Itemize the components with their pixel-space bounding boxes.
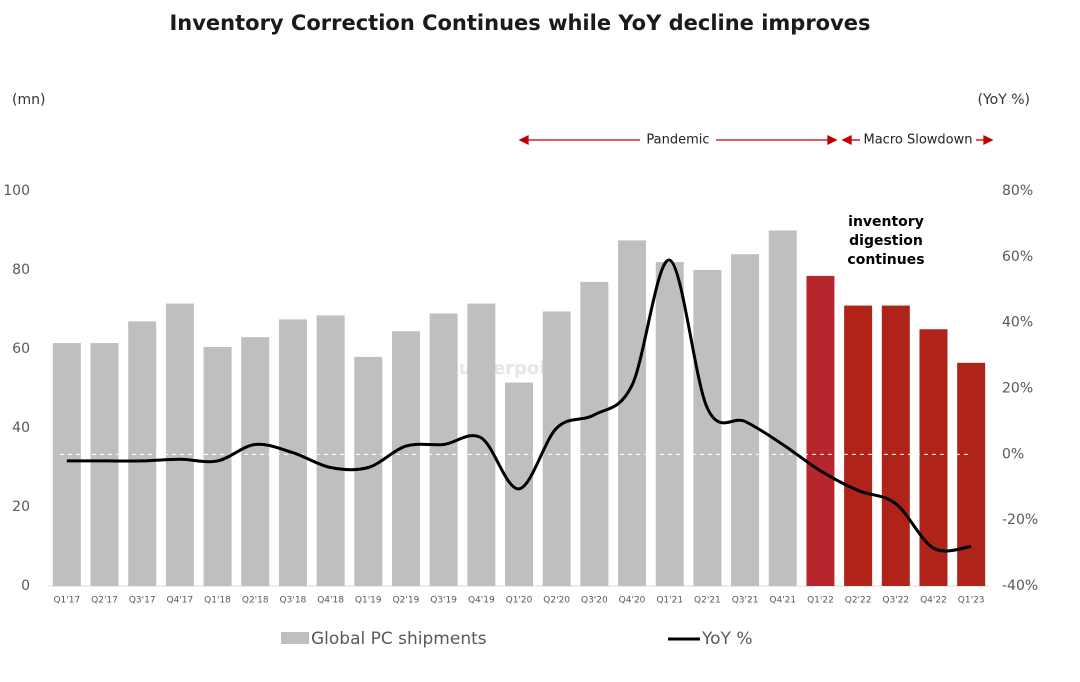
x-tick-label: Q1'23 [958, 596, 985, 606]
y2-tick-label: 60% [1002, 249, 1033, 265]
x-tick-label: Q1'21 [656, 596, 683, 606]
arrow-head [518, 134, 529, 146]
y-axis-unit: (mn) [12, 92, 45, 108]
watermark: Counterpoint [433, 358, 567, 379]
y2-tick-label: -40% [1002, 578, 1038, 594]
y2-axis-unit: (YoY %) [978, 92, 1031, 108]
bar [90, 343, 119, 586]
bar [768, 230, 797, 586]
bar [128, 321, 157, 586]
bar [693, 270, 722, 586]
period-arrows [518, 134, 994, 146]
bar [203, 347, 232, 586]
y-tick-label: 0 [21, 578, 30, 594]
x-tick-label: Q4'18 [317, 596, 344, 606]
x-tick-label: Q1'20 [506, 596, 533, 606]
arrow-head [827, 134, 838, 146]
x-tick-label: Q3'21 [732, 596, 759, 606]
bar [919, 329, 948, 586]
legend-swatch [281, 632, 309, 644]
legend-label: Global PC shipments [311, 629, 487, 649]
annotation: inventory [848, 214, 924, 230]
y-tick-label: 60 [12, 341, 30, 357]
y2-tick-label: 40% [1002, 315, 1033, 331]
x-tick-label: Q1'19 [355, 596, 382, 606]
x-tick-label: Q4'19 [468, 596, 495, 606]
x-tick-label: Q1'18 [204, 596, 231, 606]
x-tick-label: Q3'22 [882, 596, 909, 606]
x-tick-label: Q4'20 [619, 596, 646, 606]
x-tick-label: Q2'22 [845, 596, 872, 606]
x-tick-label: Q3'20 [581, 596, 608, 606]
bar [881, 305, 910, 586]
x-tick-label: Q3'19 [430, 596, 457, 606]
x-tick-label: Q2'21 [694, 596, 721, 606]
period-label: Macro Slowdown [863, 133, 972, 148]
y2-tick-label: 20% [1002, 381, 1033, 397]
x-tick-label: Q2'19 [393, 596, 420, 606]
x-tick-label: Q4'21 [769, 596, 796, 606]
annotation: continues [847, 252, 924, 268]
arrow-head [841, 134, 852, 146]
x-tick-label: Q1'17 [53, 596, 80, 606]
x-tick-label: Q3'17 [129, 596, 156, 606]
bar [806, 275, 835, 586]
bar [655, 262, 684, 586]
x-tick-label: Q1'22 [807, 596, 834, 606]
bar [241, 337, 270, 586]
line [66, 258, 972, 553]
y-tick-label: 20 [12, 499, 30, 515]
y2-tick-label: -20% [1002, 512, 1038, 528]
bar [957, 362, 986, 586]
y2-tick-label: 0% [1002, 446, 1024, 462]
x-tick-label: Q3'18 [280, 596, 307, 606]
bar [165, 303, 194, 586]
x-tick-label: Q2'18 [242, 596, 269, 606]
x-tick-label: Q4'17 [167, 596, 194, 606]
bar [429, 313, 458, 586]
chart-title: Inventory Correction Continues while YoY… [169, 11, 870, 35]
x-tick-label: Q2'17 [91, 596, 118, 606]
x-tick-label: Q2'20 [543, 596, 570, 606]
bar [844, 305, 873, 586]
y-tick-label: 80 [12, 262, 30, 278]
legend-label: YoY % [701, 629, 752, 649]
y2-tick-label: 80% [1002, 183, 1033, 199]
bar [618, 240, 647, 586]
annotation: digestion [849, 233, 923, 249]
bar [467, 303, 496, 586]
y-tick-label: 100 [3, 183, 30, 199]
bar [542, 311, 571, 586]
bar [316, 315, 345, 586]
arrow-head [983, 134, 994, 146]
bar [52, 343, 81, 586]
bar [354, 356, 383, 586]
y-tick-label: 40 [12, 420, 30, 436]
period-label: Pandemic [646, 133, 709, 148]
bar [391, 331, 420, 586]
bar [580, 281, 609, 586]
x-tick-label: Q4'22 [920, 596, 947, 606]
